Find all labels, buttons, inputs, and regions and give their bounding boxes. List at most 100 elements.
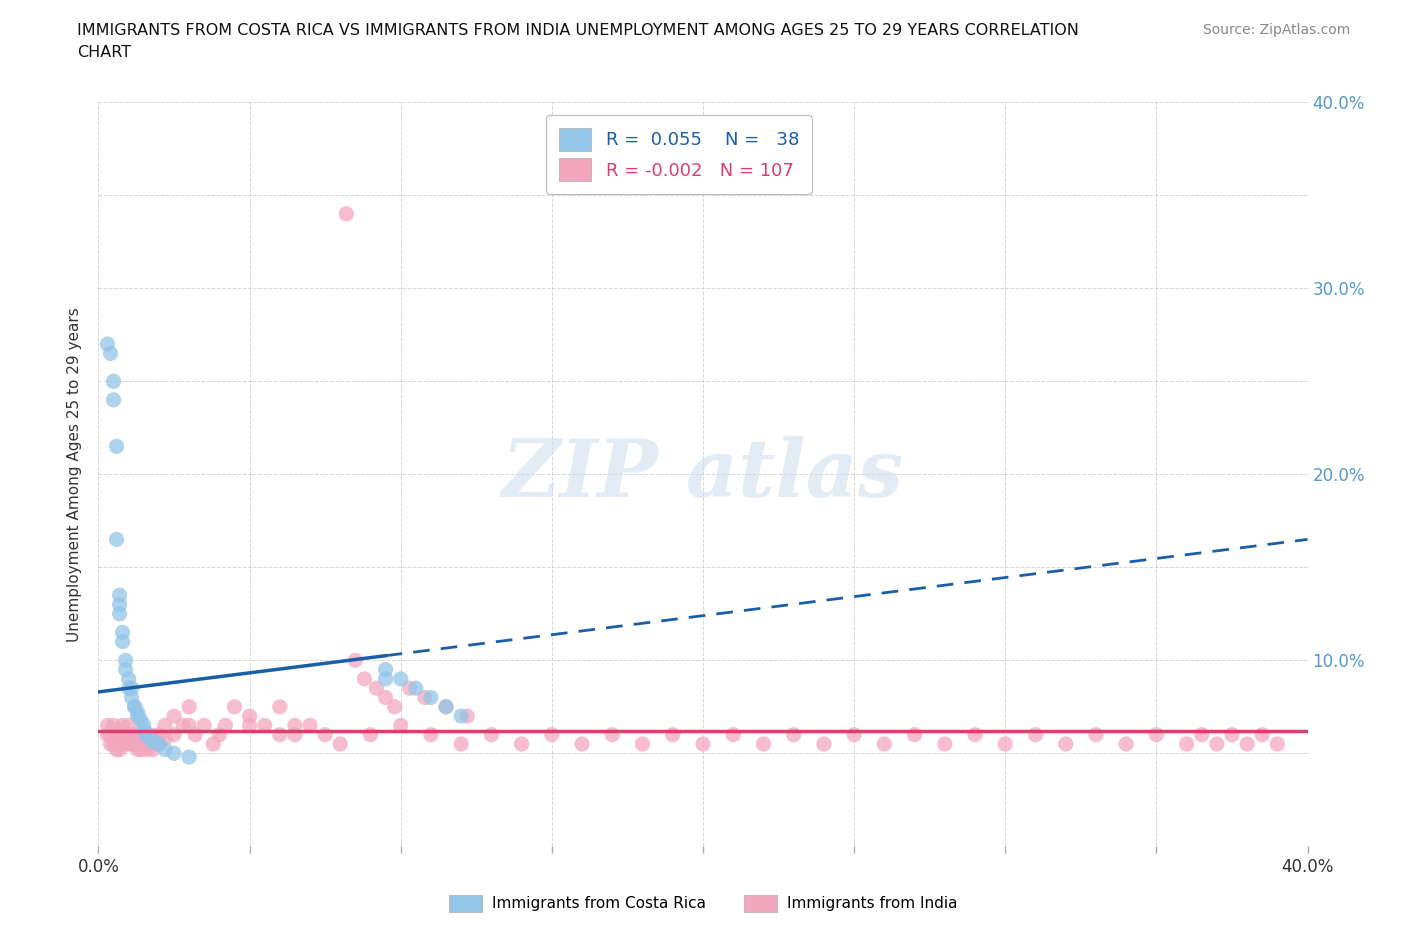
Point (224, 699, 246, 714)
Point (172, 718, 194, 733)
Point (129, 731, 152, 746)
Point (360, 727, 382, 742)
Point (96, 727, 118, 742)
Point (114, 653, 136, 668)
Point (111, 718, 134, 733)
Point (153, 731, 176, 746)
Point (127, 705, 149, 720)
Point (121, 737, 143, 751)
Point (121, 727, 143, 742)
Point (1054, 737, 1077, 751)
Point (723, 727, 745, 742)
Point (510, 737, 533, 751)
Text: CHART: CHART (77, 45, 131, 60)
Point (124, 727, 146, 742)
Point (540, 727, 562, 742)
Point (129, 742, 152, 757)
Point (1175, 737, 1198, 751)
Point (299, 718, 322, 733)
Point (269, 699, 291, 714)
Point (1085, 727, 1108, 742)
Point (118, 727, 141, 742)
Point (1191, 727, 1213, 742)
Point (124, 699, 146, 714)
Point (111, 625, 134, 640)
Point (873, 737, 896, 751)
Point (202, 737, 225, 751)
Point (783, 727, 806, 742)
Point (366, 681, 388, 696)
Point (148, 727, 170, 742)
Point (450, 737, 472, 751)
Point (269, 727, 291, 742)
Point (420, 690, 443, 705)
Point (127, 709, 149, 724)
Point (142, 735, 165, 750)
Point (148, 737, 170, 751)
Point (179, 718, 201, 733)
Point (284, 727, 307, 742)
Point (284, 718, 307, 733)
Point (450, 709, 472, 724)
Point (239, 709, 262, 724)
Point (145, 737, 167, 751)
Point (124, 699, 146, 714)
Point (103, 392, 125, 407)
Point (121, 690, 143, 705)
Point (135, 742, 157, 757)
Point (1144, 727, 1167, 742)
Point (434, 699, 457, 714)
Point (374, 690, 396, 705)
Point (208, 727, 231, 742)
Point (114, 737, 136, 751)
Point (1024, 727, 1046, 742)
Point (139, 731, 162, 746)
Y-axis label: Unemployment Among Ages 25 to 29 years: Unemployment Among Ages 25 to 29 years (67, 307, 83, 642)
Point (904, 727, 927, 742)
Point (103, 727, 125, 742)
Point (132, 737, 155, 751)
Text: ZIP atlas: ZIP atlas (502, 435, 904, 513)
Point (193, 718, 215, 733)
Point (105, 439, 128, 454)
Point (153, 742, 176, 757)
Point (631, 737, 654, 751)
Point (374, 662, 396, 677)
Point (239, 718, 262, 733)
Point (132, 724, 155, 738)
Point (335, 206, 357, 221)
Point (994, 737, 1017, 751)
Point (1251, 727, 1274, 742)
Text: Source: ZipAtlas.com: Source: ZipAtlas.com (1202, 23, 1350, 37)
Point (692, 737, 714, 751)
Point (389, 671, 412, 686)
Point (413, 690, 436, 705)
Point (127, 731, 149, 746)
Point (329, 737, 352, 751)
Point (214, 718, 236, 733)
Legend: R =  0.055    N =   38, R = -0.002   N = 107: R = 0.055 N = 38, R = -0.002 N = 107 (546, 115, 811, 194)
Point (114, 727, 136, 742)
Point (121, 681, 143, 696)
Point (384, 699, 406, 714)
Point (105, 731, 128, 746)
Point (118, 681, 141, 696)
Point (184, 727, 207, 742)
Point (813, 737, 835, 751)
Point (148, 737, 170, 751)
Point (139, 737, 162, 751)
Point (389, 718, 412, 733)
Point (398, 681, 420, 696)
Point (111, 737, 134, 751)
Point (127, 742, 149, 757)
Point (132, 718, 155, 733)
Point (1206, 737, 1229, 751)
Point (129, 712, 152, 727)
Point (405, 681, 427, 696)
Point (139, 727, 162, 742)
Point (96, 718, 118, 733)
Point (111, 727, 134, 742)
Point (108, 606, 131, 621)
Point (118, 671, 141, 686)
Point (163, 746, 186, 761)
